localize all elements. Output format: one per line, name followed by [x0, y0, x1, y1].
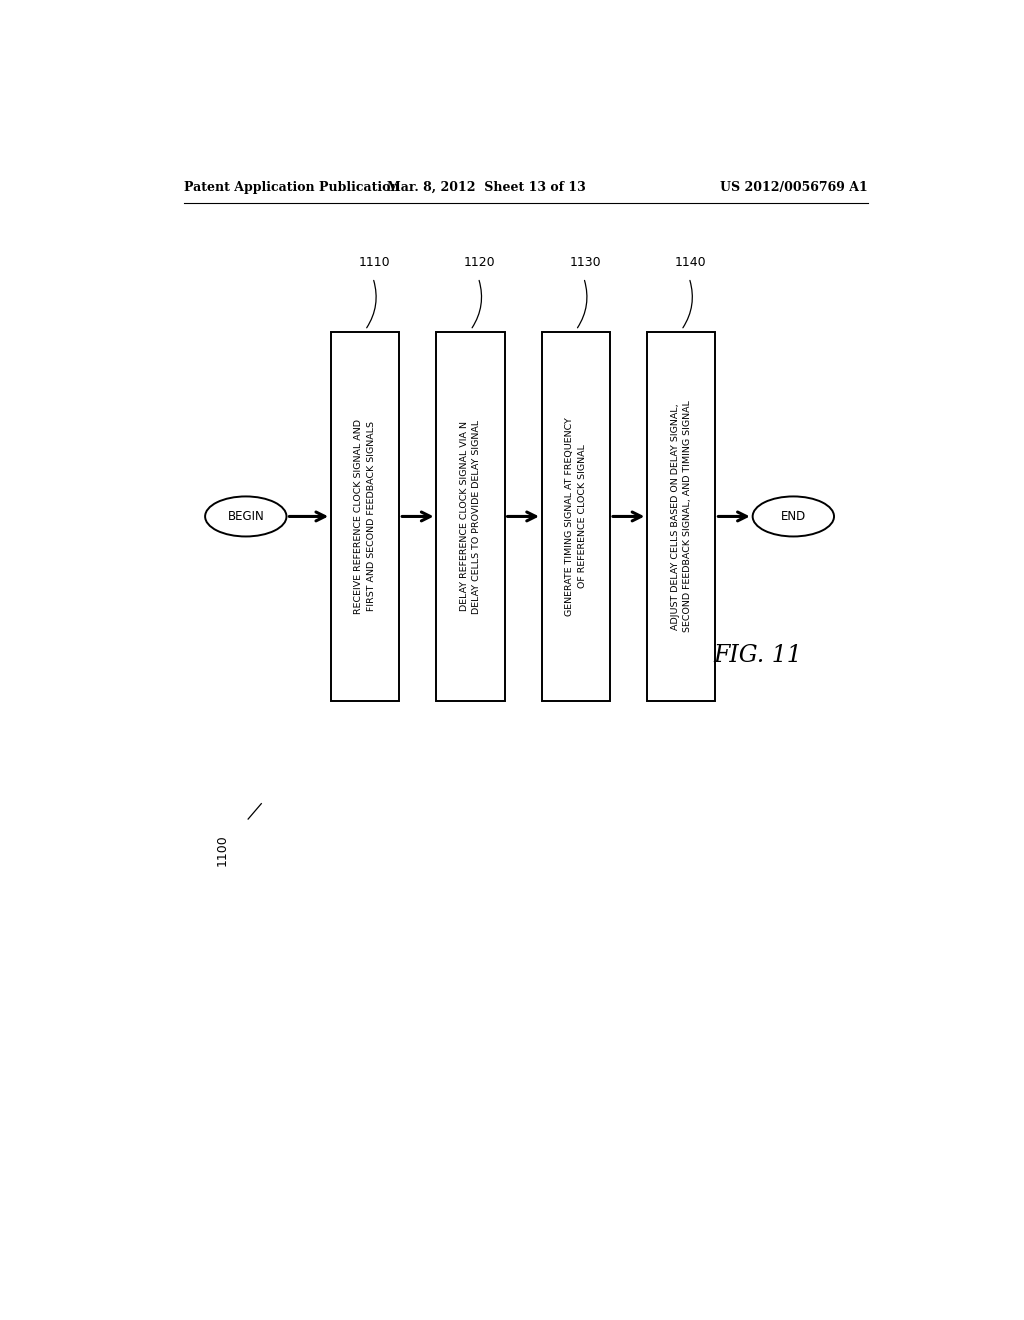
- Ellipse shape: [205, 496, 287, 536]
- Text: Patent Application Publication: Patent Application Publication: [183, 181, 399, 194]
- Text: 1120: 1120: [464, 256, 496, 269]
- Bar: [436, 331, 505, 701]
- Text: 1140: 1140: [675, 256, 707, 269]
- Text: RECEIVE REFERENCE CLOCK SIGNAL AND
FIRST AND SECOND FEEDBACK SIGNALS: RECEIVE REFERENCE CLOCK SIGNAL AND FIRST…: [354, 418, 376, 614]
- Text: Mar. 8, 2012  Sheet 13 of 13: Mar. 8, 2012 Sheet 13 of 13: [387, 181, 586, 194]
- Text: 1100: 1100: [216, 834, 229, 866]
- Text: 1110: 1110: [358, 256, 390, 269]
- Text: ADJUST DELAY CELLS BASED ON DELAY SIGNAL,
SECOND FEEDBACK SIGNAL, AND TIMING SIG: ADJUST DELAY CELLS BASED ON DELAY SIGNAL…: [671, 400, 692, 632]
- Bar: [331, 331, 399, 701]
- Text: US 2012/0056769 A1: US 2012/0056769 A1: [720, 181, 868, 194]
- Text: FIG. 11: FIG. 11: [713, 644, 802, 667]
- Text: GENERATE TIMING SIGNAL AT FREQUENCY
OF REFERENCE CLOCK SIGNAL: GENERATE TIMING SIGNAL AT FREQUENCY OF R…: [565, 417, 587, 616]
- Bar: [542, 331, 610, 701]
- Text: 1130: 1130: [569, 256, 601, 269]
- Text: DELAY REFERENCE CLOCK SIGNAL VIA N
DELAY CELLS TO PROVIDE DELAY SIGNAL: DELAY REFERENCE CLOCK SIGNAL VIA N DELAY…: [460, 420, 481, 614]
- Ellipse shape: [753, 496, 834, 536]
- Text: END: END: [780, 510, 806, 523]
- Bar: [647, 331, 716, 701]
- Text: BEGIN: BEGIN: [227, 510, 264, 523]
